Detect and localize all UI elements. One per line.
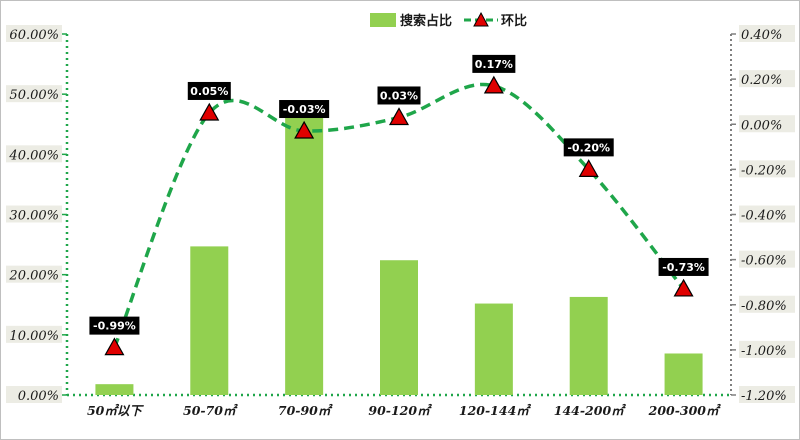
- x-axis-category-label: 90-120㎡: [368, 403, 432, 418]
- right-axis-tick-label: -0.80%: [741, 299, 787, 314]
- left-axis-tick-label: 30.00%: [9, 209, 59, 224]
- left-tick-label-bg: [6, 265, 62, 283]
- line-point-marker: [294, 120, 315, 139]
- x-axis-category-label: 200-300㎡: [648, 403, 721, 418]
- line-point-marker: [483, 75, 504, 94]
- left-tick-label-bg: [6, 145, 62, 163]
- data-label: 0.05%: [190, 85, 228, 98]
- right-axis-tick-label: -1.20%: [741, 389, 787, 404]
- data-label-box: [89, 316, 140, 335]
- data-label: -0.73%: [662, 261, 705, 274]
- data-label: -0.99%: [93, 320, 136, 333]
- left-axis-tick-label: 50.00%: [9, 88, 59, 103]
- bar: [474, 303, 513, 395]
- x-axis-category-label: 70-90㎡: [278, 403, 333, 418]
- left-tick-label-bg: [6, 85, 62, 103]
- bar: [664, 353, 703, 395]
- right-axis-tick-label: 0.20%: [741, 73, 782, 88]
- right-axis-tick-label: 0.00%: [741, 118, 782, 133]
- data-label: -0.20%: [567, 141, 610, 154]
- legend-swatch-bar: [370, 13, 396, 27]
- right-axis-tick-label: -0.60%: [741, 254, 787, 269]
- left-tick-label-bg: [6, 25, 62, 42]
- legend-label-bar: 搜索占比: [400, 13, 452, 29]
- line-series: [104, 75, 694, 356]
- x-axis-category-label: 120-144㎡: [459, 403, 531, 418]
- legend-marker-triangle-icon: [473, 11, 489, 27]
- x-axis-category-label: 50-70㎡: [183, 403, 238, 418]
- left-axis-tick-label: 40.00%: [8, 148, 59, 163]
- left-tick-label-bg: [6, 205, 62, 223]
- right-tick-label-bg: [739, 115, 795, 133]
- line-point-marker: [104, 337, 125, 356]
- left-tick-label-bg: [6, 325, 62, 343]
- data-label-box: [279, 100, 330, 119]
- line-point-marker: [199, 102, 220, 121]
- bar: [380, 260, 418, 395]
- right-tick-label-bg: [739, 250, 795, 268]
- bar: [95, 384, 134, 395]
- line-point-marker: [578, 159, 599, 177]
- axes: 0.00% 10.00% 20.00% 30.00% 40.00% 50.00% 60.00…: [6, 25, 795, 418]
- right-tick-label-bg: [739, 205, 795, 223]
- left-axis-tick-label: 60.00%: [9, 28, 59, 43]
- right-tick-label-bg: [739, 386, 795, 403]
- line-point-marker: [388, 107, 410, 126]
- x-axis-category-label: 144-200㎡: [554, 403, 626, 418]
- data-label: 0.17%: [475, 58, 513, 71]
- x-axis-category-label: 50㎡以下: [87, 403, 144, 418]
- data-label: -0.03%: [283, 103, 326, 116]
- right-tick-label-bg: [739, 25, 795, 42]
- line-point-marker: [673, 278, 694, 297]
- data-label-box: [472, 54, 516, 73]
- right-axis-tick-label: 0.40%: [741, 28, 782, 43]
- left-axis-tick-label: 20.00%: [8, 269, 59, 284]
- left-tick-label-bg: [6, 386, 62, 403]
- data-label: 0.03%: [380, 89, 418, 102]
- data-label-box: [563, 138, 614, 157]
- legend-label-line: 环比: [501, 13, 527, 29]
- data-label-box: [377, 86, 421, 105]
- right-axis-tick-label: -0.40%: [741, 209, 787, 224]
- right-tick-label-bg: [739, 160, 795, 178]
- data-label-box: [658, 257, 709, 276]
- right-axis-tick-label: -1.00%: [741, 344, 787, 359]
- legend: 搜索占比 环比: [370, 11, 527, 29]
- data-labels: -0.99% 0.05% -0.03% 0.03% 0.17% -0.20% -0.73%: [89, 54, 709, 335]
- bar: [569, 296, 608, 395]
- data-label-box: [187, 81, 231, 100]
- bar-series: [95, 116, 703, 395]
- bar: [190, 246, 229, 395]
- right-axis-tick-label: -0.20%: [741, 163, 787, 178]
- left-axis-tick-label: 0.00%: [18, 389, 59, 404]
- right-tick-label-bg: [739, 340, 795, 358]
- bar: [285, 116, 324, 395]
- left-axis-tick-label: 10.00%: [9, 329, 59, 344]
- right-tick-label-bg: [739, 295, 795, 313]
- right-tick-label-bg: [739, 70, 795, 88]
